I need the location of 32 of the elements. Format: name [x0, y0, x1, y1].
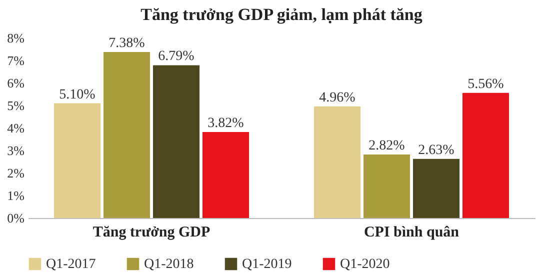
bar [314, 106, 361, 218]
legend-label: Q1-2017 [46, 257, 96, 272]
bar [54, 103, 101, 218]
data-label: 3.82% [208, 116, 244, 132]
data-label: 5.10% [59, 87, 96, 102]
bar [103, 52, 150, 218]
y-tick-label: 7% [7, 53, 25, 68]
data-label: 5.56% [468, 76, 504, 92]
data-label: 6.79% [158, 49, 195, 64]
data-label: 7.38% [108, 36, 146, 51]
bar [152, 65, 200, 218]
data-label: 2.82% [368, 138, 406, 154]
chart-title: Tăng trưởng GDP giảm, lạm phát tăng [140, 5, 423, 24]
y-tick-label: 0% [7, 210, 25, 226]
x-tick-label: CPI bình quân [364, 224, 460, 240]
y-tick-label: 8% [7, 30, 25, 46]
y-tick-label: 1% [7, 188, 25, 203]
y-tick-label: 3% [7, 143, 25, 158]
y-tick-label: 2% [7, 166, 25, 180]
bar [412, 158, 460, 218]
x-tick-label: Tăng trưởng GDP [92, 224, 210, 240]
legend-label: Q1-2018 [144, 257, 194, 272]
data-label: 2.63% [418, 142, 455, 158]
bar [462, 92, 509, 218]
bar [202, 132, 249, 218]
y-tick-label: 5% [7, 98, 25, 113]
legend-label: Q1-2020 [340, 257, 390, 272]
y-tick-label: 4% [7, 120, 25, 136]
data-label: 4.96% [319, 90, 356, 106]
legend-label: Q1-2019 [242, 257, 292, 272]
y-tick-label: 6% [7, 76, 25, 90]
bar [363, 154, 410, 218]
